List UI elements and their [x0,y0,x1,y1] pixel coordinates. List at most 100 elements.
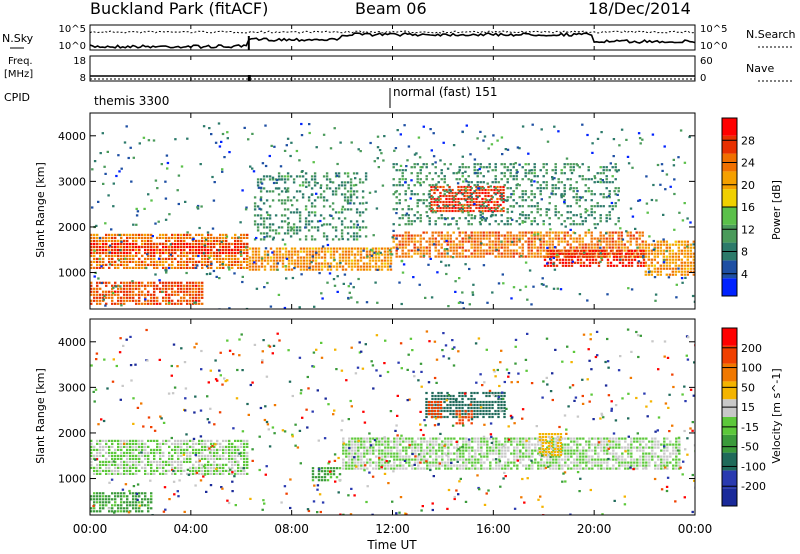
power-cell [111,233,114,236]
power-cell [251,262,255,265]
power-cell [413,237,416,240]
power-cell [416,175,419,178]
velocity-cell [504,437,507,440]
power-cell [123,284,126,287]
velocity-cell [132,439,135,442]
power-cell [189,293,192,296]
power-cell [434,187,437,190]
power-cell [189,290,192,293]
power-cell [141,281,144,284]
power-scatter-cell [660,163,664,166]
power-cell [433,188,436,192]
velocity-cell [519,458,522,461]
power-scatter-cell [286,137,290,140]
power-cell [422,193,425,196]
power-cell [310,226,314,229]
power-scatter-cell [350,296,353,299]
power-cell [192,284,195,287]
power-cell [180,251,183,255]
power-cell [129,290,132,293]
power-cell [452,243,455,246]
velocity-cell [438,446,441,449]
power-cell [347,262,351,265]
power-scatter-cell [120,167,123,170]
power-cell [563,249,566,252]
power-scatter-cell [465,180,468,183]
velocity-cell [486,449,489,452]
power-cell [292,178,296,181]
power-scatter-cell [549,258,552,261]
power-scatter-cell [251,132,254,135]
power-cell [186,257,189,260]
power-cell [626,234,629,237]
velocity-cell [357,461,360,464]
velocity-cell [153,469,156,472]
power-cell [201,284,204,287]
power-cell [343,208,347,211]
power-cell [656,246,659,249]
power-cell [246,263,249,266]
velocity-cell [240,466,243,469]
power-cell [463,197,466,201]
velocity-cell [126,460,129,463]
power-cell [555,258,559,261]
power-scatter-cell [313,305,316,308]
power-cell [377,247,381,250]
power-cell [569,223,572,226]
velocity-cell [453,437,456,440]
velocity-cell [360,461,363,464]
power-cell [305,259,309,262]
power-cell [186,293,189,296]
power-cell [410,223,413,226]
power-cell [105,296,108,299]
power-cell [364,235,368,238]
power-cell [552,255,556,258]
power-cell [452,249,455,252]
power-cell [183,260,186,263]
power-cell [147,245,150,248]
power-cell [633,255,637,258]
power-cell [144,284,147,287]
power-cell [653,264,656,267]
velocity-cell [519,437,522,440]
power-cell [478,209,481,213]
power-cell [102,281,105,284]
power-cell [171,254,174,257]
power-cell [572,190,575,193]
velocity-cell [456,455,459,458]
velocity-cell [105,439,108,442]
power-cell [314,259,318,262]
power-scatter-cell [452,144,456,147]
power-cell [281,265,285,268]
power-scatter-cell [662,261,666,264]
power-cell [361,196,365,199]
power-cell [475,188,478,192]
power-cell [99,248,102,252]
power-cell [641,246,644,249]
power-scatter-cell [193,301,196,305]
power-scatter-cell [436,271,439,274]
power-cell [579,252,583,255]
velocity-cell [510,440,513,443]
power-scatter-cell [354,177,357,180]
power-cell [251,247,255,250]
velocity-cell [216,463,219,466]
velocity-cell [390,440,393,443]
velocity-cell [510,467,513,470]
power-cell [344,250,348,253]
power-cell [328,205,332,208]
velocity-cell [447,455,450,458]
power-cell [281,256,285,259]
power-cell [584,178,587,181]
power-cell [262,226,266,229]
power-cell [497,240,500,243]
power-cell [554,214,557,217]
power-cell [320,262,324,265]
velocity-cell [159,451,162,454]
velocity-cell [483,440,486,443]
power-cell [126,290,129,293]
power-cell [162,236,165,239]
velocity-cell [513,446,516,449]
power-cell [256,229,260,232]
power-cell [524,172,527,175]
